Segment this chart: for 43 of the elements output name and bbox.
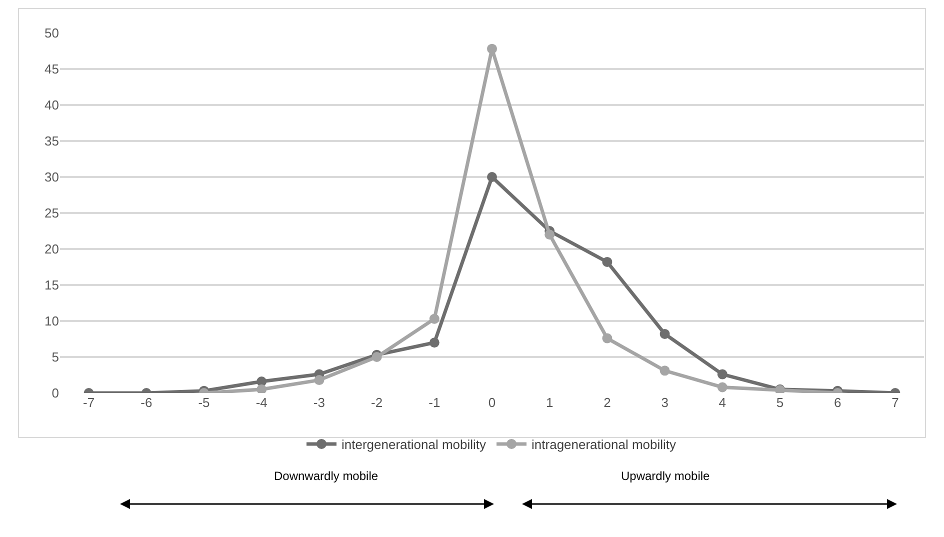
point — [372, 352, 382, 362]
x-tick-label: -7 — [83, 395, 95, 410]
point — [429, 338, 440, 348]
point — [487, 44, 497, 54]
point — [717, 382, 728, 392]
x-tick-label: -4 — [256, 395, 268, 410]
text: Downwardly mobile — [274, 469, 378, 483]
x-tick-label: 1 — [546, 395, 554, 410]
x-tick-label: -2 — [371, 395, 383, 410]
x-tick-label: 7 — [892, 395, 899, 410]
y-tick-label: 10 — [44, 314, 59, 329]
x-tick-label: -5 — [198, 395, 210, 410]
x-tick-label: 0 — [488, 395, 496, 410]
point — [660, 328, 670, 339]
x-tick-label: 4 — [718, 395, 726, 410]
y-tick-label: 5 — [52, 350, 59, 365]
y-tick-label: 20 — [44, 242, 59, 257]
y-tick-label: 35 — [44, 134, 59, 149]
point — [314, 375, 324, 386]
point — [602, 256, 612, 267]
y-tick-label: 40 — [44, 98, 59, 113]
y-tick-label: 45 — [44, 62, 59, 77]
point — [256, 384, 267, 393]
x-tick-label: -6 — [140, 395, 152, 410]
point — [429, 314, 440, 324]
point — [487, 172, 497, 182]
x-tick-label: -1 — [428, 395, 440, 410]
x-tick-label: -3 — [313, 395, 325, 410]
y-tick-label: 25 — [44, 206, 59, 221]
x-tick-label: 2 — [604, 395, 611, 410]
y-tick-label: 50 — [44, 26, 59, 41]
y-tick-label: 30 — [44, 170, 59, 185]
point — [717, 369, 728, 380]
legend-label: intragenerational mobility — [532, 437, 677, 452]
text: Upwardly mobile — [621, 469, 710, 483]
point — [544, 230, 555, 240]
point — [660, 366, 670, 376]
x-tick-label: 5 — [776, 395, 784, 410]
legend-label: intergenerational mobility — [342, 437, 487, 452]
y-tick-label: 15 — [44, 278, 59, 293]
x-tick-label: 3 — [661, 395, 668, 410]
x-tick-label: 6 — [834, 395, 842, 410]
point — [602, 333, 612, 344]
